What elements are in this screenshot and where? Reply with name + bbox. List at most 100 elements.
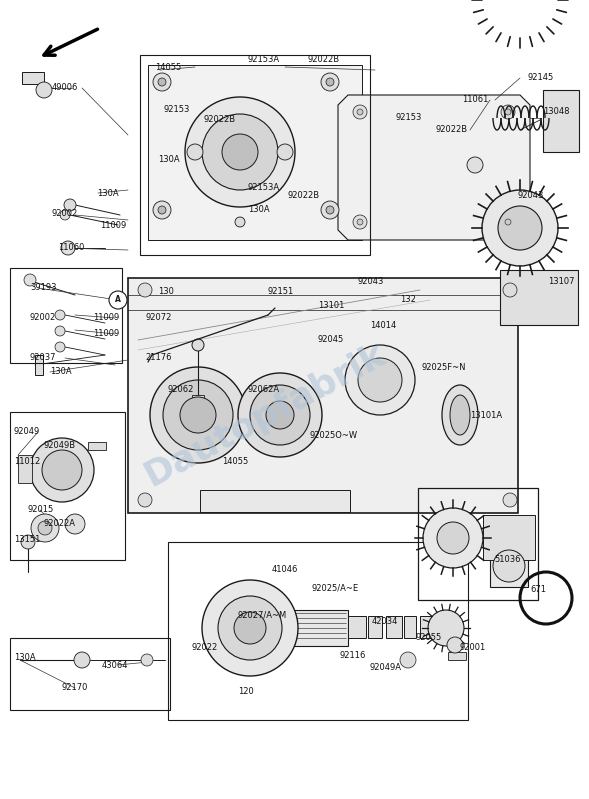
- Text: 11009: 11009: [93, 313, 119, 323]
- Circle shape: [238, 373, 322, 457]
- Circle shape: [505, 219, 511, 225]
- Ellipse shape: [450, 395, 470, 435]
- Bar: [543, 90, 579, 152]
- Text: 92153A: 92153A: [248, 184, 280, 193]
- Text: 92043: 92043: [358, 277, 385, 287]
- Text: 92055: 92055: [415, 634, 441, 642]
- Bar: [192, 395, 204, 413]
- Circle shape: [202, 114, 278, 190]
- Text: 11061: 11061: [462, 96, 488, 105]
- Circle shape: [158, 206, 166, 214]
- Text: 51036: 51036: [494, 555, 521, 565]
- Circle shape: [250, 385, 310, 445]
- Circle shape: [55, 342, 65, 352]
- Text: 92170: 92170: [62, 683, 88, 693]
- Bar: [148, 65, 362, 240]
- Circle shape: [234, 612, 266, 644]
- Circle shape: [357, 109, 363, 115]
- Circle shape: [266, 401, 294, 429]
- Circle shape: [358, 358, 402, 402]
- Text: 13048: 13048: [543, 108, 570, 117]
- Text: 92153: 92153: [163, 105, 190, 114]
- Text: 92145: 92145: [528, 74, 554, 82]
- Text: 92153A: 92153A: [248, 55, 280, 65]
- Circle shape: [321, 201, 339, 219]
- Text: 21176: 21176: [145, 353, 171, 363]
- Text: 130A: 130A: [14, 653, 35, 662]
- Text: Dautopfabrik: Dautopfabrik: [138, 337, 392, 494]
- Circle shape: [65, 514, 85, 534]
- Bar: [420, 616, 436, 638]
- Bar: [10, 638, 170, 710]
- Text: 13151: 13151: [14, 535, 41, 544]
- Text: 11012: 11012: [14, 458, 40, 467]
- Circle shape: [74, 652, 90, 668]
- Bar: [500, 270, 578, 325]
- Circle shape: [482, 190, 558, 266]
- Bar: [386, 616, 402, 638]
- Text: 14014: 14014: [370, 320, 396, 329]
- Text: 92002: 92002: [52, 209, 78, 218]
- Text: 92001: 92001: [460, 643, 487, 653]
- Circle shape: [447, 637, 463, 653]
- Ellipse shape: [442, 385, 478, 445]
- Circle shape: [503, 493, 517, 507]
- Text: A: A: [115, 296, 121, 304]
- Circle shape: [357, 219, 363, 225]
- Text: 132: 132: [400, 296, 416, 304]
- Bar: [10, 412, 125, 560]
- Circle shape: [235, 217, 245, 227]
- Text: 92022: 92022: [192, 643, 219, 653]
- Circle shape: [158, 78, 166, 86]
- Text: 92025/A~E: 92025/A~E: [312, 583, 359, 593]
- Text: 92025F~N: 92025F~N: [422, 364, 466, 372]
- Bar: [288, 610, 348, 646]
- Text: 14055: 14055: [155, 62, 181, 71]
- Circle shape: [61, 241, 75, 255]
- Text: 92062: 92062: [168, 385, 194, 395]
- Circle shape: [501, 215, 515, 229]
- Circle shape: [21, 535, 35, 549]
- Text: 92072: 92072: [145, 313, 171, 323]
- Circle shape: [503, 283, 517, 297]
- Text: 13101: 13101: [318, 300, 345, 309]
- Bar: [418, 488, 538, 600]
- Circle shape: [138, 493, 152, 507]
- Circle shape: [505, 109, 511, 115]
- Circle shape: [202, 580, 298, 676]
- Text: 43064: 43064: [102, 661, 128, 670]
- Bar: [22, 72, 44, 84]
- Circle shape: [153, 201, 171, 219]
- Text: 671: 671: [530, 586, 546, 594]
- Circle shape: [501, 105, 515, 119]
- Circle shape: [38, 521, 52, 535]
- Bar: [18, 455, 32, 483]
- Text: 39193: 39193: [30, 284, 57, 292]
- Text: 92045: 92045: [318, 336, 344, 344]
- Circle shape: [180, 397, 216, 433]
- Circle shape: [321, 73, 339, 91]
- Circle shape: [326, 206, 334, 214]
- Text: 92049: 92049: [14, 427, 40, 436]
- Text: 92037: 92037: [30, 353, 57, 363]
- Circle shape: [24, 274, 36, 286]
- Text: 92043: 92043: [518, 190, 544, 200]
- Circle shape: [467, 157, 483, 173]
- Circle shape: [277, 144, 293, 160]
- Circle shape: [498, 206, 542, 250]
- Circle shape: [192, 339, 204, 351]
- Text: 13107: 13107: [548, 277, 574, 287]
- Circle shape: [153, 73, 171, 91]
- Text: 92153: 92153: [395, 113, 421, 122]
- Circle shape: [218, 596, 282, 660]
- Bar: [200, 490, 350, 512]
- Text: 92022B: 92022B: [436, 125, 468, 134]
- Text: 92151: 92151: [268, 288, 294, 296]
- Circle shape: [187, 144, 203, 160]
- Circle shape: [493, 550, 525, 582]
- Circle shape: [185, 97, 295, 207]
- Text: 92049B: 92049B: [44, 440, 76, 450]
- Circle shape: [326, 78, 334, 86]
- Circle shape: [353, 215, 367, 229]
- Circle shape: [150, 367, 246, 463]
